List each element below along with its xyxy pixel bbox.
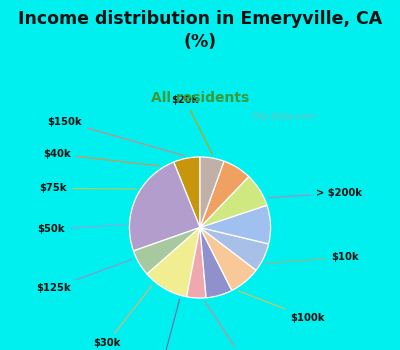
Wedge shape bbox=[200, 228, 269, 270]
Text: $60k: $60k bbox=[205, 302, 255, 350]
Text: $75k: $75k bbox=[39, 183, 136, 193]
Text: All residents: All residents bbox=[151, 91, 249, 105]
Text: $200k: $200k bbox=[146, 299, 180, 350]
Wedge shape bbox=[187, 228, 206, 298]
Text: $40k: $40k bbox=[43, 149, 159, 166]
Text: $30k: $30k bbox=[93, 285, 152, 348]
Text: $10k: $10k bbox=[265, 252, 359, 264]
Text: Income distribution in Emeryville, CA
(%): Income distribution in Emeryville, CA (%… bbox=[18, 10, 382, 51]
Text: $125k: $125k bbox=[36, 259, 132, 293]
Wedge shape bbox=[200, 228, 256, 290]
Text: City-Data.com: City-Data.com bbox=[251, 112, 315, 121]
Wedge shape bbox=[147, 228, 200, 297]
Text: $20k: $20k bbox=[172, 95, 212, 154]
Wedge shape bbox=[200, 161, 249, 228]
Wedge shape bbox=[200, 157, 224, 228]
Wedge shape bbox=[134, 228, 200, 274]
Wedge shape bbox=[200, 205, 270, 244]
Wedge shape bbox=[200, 228, 232, 298]
Wedge shape bbox=[130, 162, 200, 251]
Text: $50k: $50k bbox=[37, 224, 125, 234]
Text: $100k: $100k bbox=[238, 291, 325, 323]
Wedge shape bbox=[200, 176, 267, 228]
Text: $150k: $150k bbox=[48, 117, 185, 156]
Wedge shape bbox=[174, 157, 200, 228]
Text: > $200k: > $200k bbox=[268, 188, 362, 198]
